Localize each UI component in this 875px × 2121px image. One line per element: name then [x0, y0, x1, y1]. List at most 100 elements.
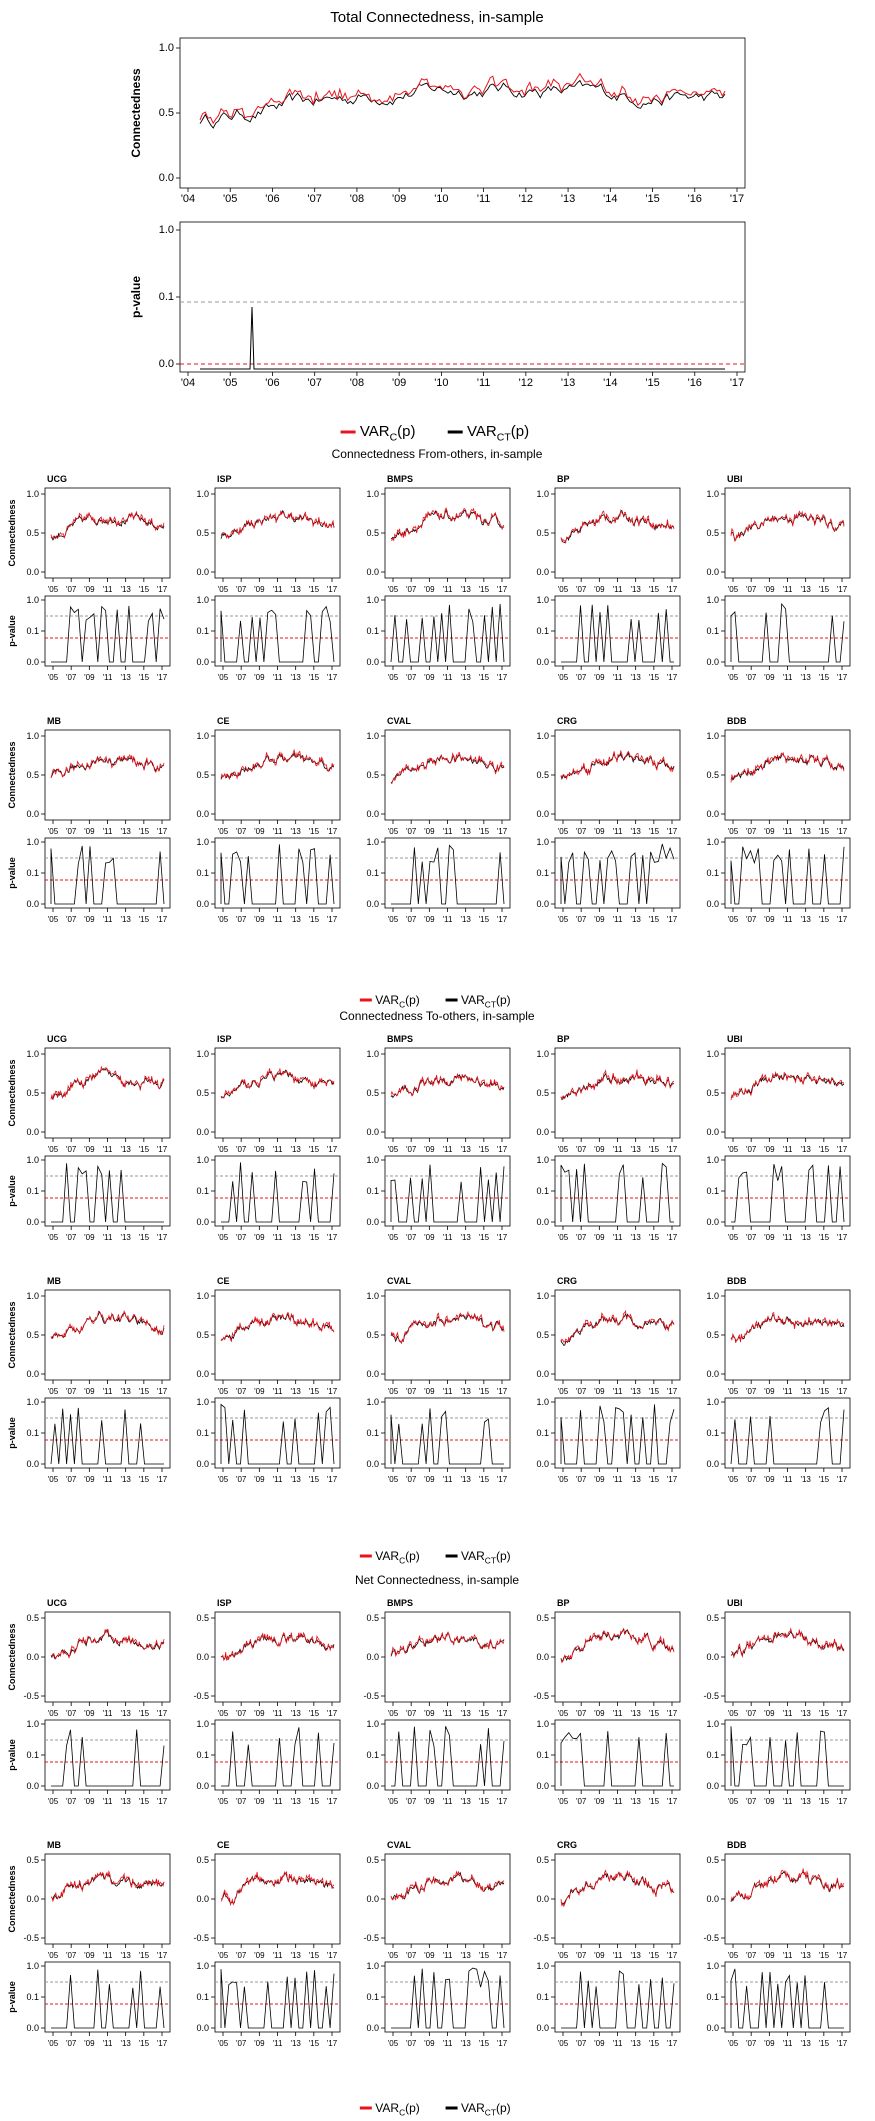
series-varc-line [390, 507, 505, 542]
y-tick-label: 0.0 [536, 1127, 549, 1137]
x-tick-label: '05 [388, 1951, 399, 1960]
panel-pvalue [724, 1155, 851, 1227]
x-tick-label: '11 [443, 1387, 453, 1396]
x-tick-label: '07 [308, 377, 322, 389]
x-tick-label: '15 [819, 2039, 830, 2048]
x-tick-label: '11 [443, 673, 453, 682]
x-tick-label: '17 [157, 1797, 168, 1806]
panel-connectedness [724, 1611, 851, 1703]
series-varc-line [50, 754, 165, 779]
x-tick-label: '11 [273, 1145, 283, 1154]
x-tick-label: '09 [84, 1233, 95, 1242]
x-tick-label: '11 [273, 2039, 283, 2048]
y-tick-label: 0.0 [26, 657, 39, 667]
x-tick-label: '09 [594, 1951, 605, 1960]
panel-pvalue [724, 1397, 851, 1469]
y-tick-label: 0.1 [366, 868, 379, 878]
x-tick-label: '13 [800, 1387, 811, 1396]
x-tick-label: '07 [576, 1951, 587, 1960]
x-tick-label: '05 [388, 1233, 399, 1242]
total-pvalue-plot [179, 221, 746, 373]
x-tick-label: '15 [819, 1233, 830, 1242]
x-tick-label: '13 [460, 1475, 471, 1484]
x-tick-label: '11 [783, 827, 793, 836]
x-tick-label: '13 [561, 193, 575, 205]
y-tick-label: 0.5 [366, 1330, 379, 1340]
legend: VARC(p) VARCT(p) [359, 2101, 511, 2118]
x-tick-label: '13 [460, 915, 471, 924]
x-tick-label: '11 [613, 1387, 623, 1396]
x-tick-label: '15 [819, 673, 830, 682]
x-tick-label: '05 [218, 915, 229, 924]
pvalue-series [51, 605, 165, 663]
pvalue-series [50, 845, 165, 905]
panel-connectedness [384, 729, 511, 821]
y-tick-label: 0.0 [706, 2023, 719, 2033]
x-tick-label: '09 [424, 1951, 435, 1960]
y-tick-label: 0.0 [26, 1459, 39, 1469]
x-tick-label: '07 [746, 827, 757, 836]
x-tick-label: '05 [728, 1797, 739, 1806]
y-tick-label: 0.5 [706, 1330, 719, 1340]
pvalue-series [220, 844, 335, 905]
x-tick-label: '17 [157, 1145, 168, 1154]
x-tick-label: '05 [388, 585, 399, 594]
x-tick-label: '09 [254, 1233, 265, 1242]
y-tick-label: 0.0 [706, 1652, 719, 1662]
x-tick-label: '17 [157, 1709, 168, 1718]
y-tick-label: 0.1 [196, 1186, 209, 1196]
x-tick-label: '15 [649, 1797, 660, 1806]
x-tick-label: '09 [594, 585, 605, 594]
series-varc-line [390, 751, 505, 784]
y-tick-label: 1.0 [706, 1719, 719, 1729]
x-tick-label: '09 [254, 673, 265, 682]
y-tick-label: -0.5 [363, 1933, 379, 1943]
x-tick-label: '17 [497, 1797, 508, 1806]
x-tick-label: '10 [434, 377, 448, 389]
panel-pvalue [384, 1155, 511, 1227]
x-tick-label: '05 [223, 377, 237, 389]
x-tick-label: '13 [630, 2039, 641, 2048]
x-tick-label: '09 [84, 1387, 95, 1396]
x-tick-label: '05 [48, 915, 59, 924]
x-tick-label: '05 [48, 827, 59, 836]
x-tick-label: '09 [764, 673, 775, 682]
x-tick-label: '17 [667, 1233, 678, 1242]
y-tick-label: 1.0 [196, 731, 209, 741]
x-tick-label: '09 [424, 2039, 435, 2048]
x-tick-label: '15 [819, 1951, 830, 1960]
x-tick-label: '09 [764, 1475, 775, 1484]
pvalue-series [390, 1408, 504, 1465]
y-tick-label: 0.0 [536, 1217, 549, 1227]
y-tick-label: 0.0 [366, 1894, 379, 1904]
series-varc-line [50, 1310, 165, 1339]
x-tick-label: '13 [800, 1145, 811, 1154]
x-tick-label: '09 [594, 1709, 605, 1718]
x-tick-label: '13 [460, 2039, 471, 2048]
panel-pvalue [44, 1397, 171, 1469]
x-tick-label: '05 [558, 1387, 569, 1396]
x-tick-label: '05 [388, 1797, 399, 1806]
y-axis-label: p-value [7, 857, 17, 889]
y-tick-label: 0.5 [366, 770, 379, 780]
panel-title: BMPS [387, 1598, 413, 1608]
x-tick-label: '05 [728, 1233, 739, 1242]
x-tick-label: '07 [746, 585, 757, 594]
x-tick-label: '07 [406, 1387, 417, 1396]
x-tick-label: '07 [66, 673, 77, 682]
panel-title: ISP [217, 1598, 232, 1608]
x-tick-label: '05 [218, 827, 229, 836]
x-tick-label: '05 [558, 1797, 569, 1806]
x-tick-label: '15 [139, 1387, 150, 1396]
y-tick-label: 1.0 [536, 837, 549, 847]
y-tick-label: 0.1 [26, 868, 39, 878]
x-tick-label: '15 [819, 1475, 830, 1484]
x-tick-label: '15 [139, 827, 150, 836]
x-tick-label: '07 [236, 915, 247, 924]
y-tick-label: 0.0 [536, 1369, 549, 1379]
x-tick-label: '07 [236, 827, 247, 836]
x-tick-label: '07 [236, 1475, 247, 1484]
x-tick-label: '09 [764, 1145, 775, 1154]
series-varct-line [50, 512, 165, 541]
